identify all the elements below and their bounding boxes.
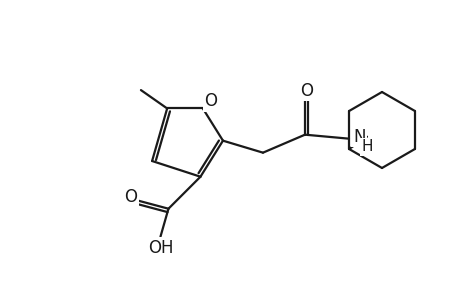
Text: O: O (300, 82, 313, 100)
Text: N: N (352, 128, 365, 146)
Text: O: O (204, 92, 217, 110)
Text: O: O (123, 188, 137, 206)
Text: H: H (361, 139, 373, 154)
Text: OH: OH (147, 239, 173, 257)
